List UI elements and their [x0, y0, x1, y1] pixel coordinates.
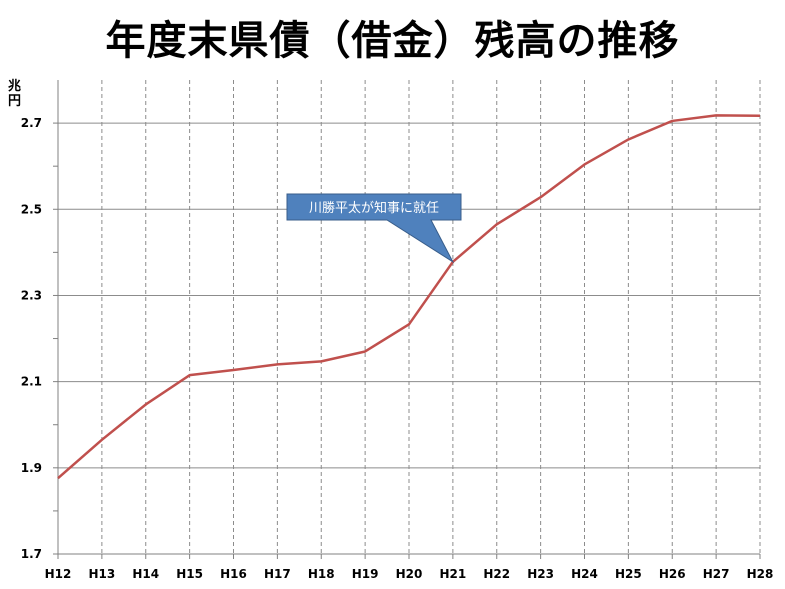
y-axis-unit-label: 兆円 — [8, 79, 22, 109]
x-tick-label: H21 — [440, 567, 467, 581]
series-line — [57, 114, 761, 480]
x-tick-label: H18 — [308, 567, 335, 581]
y-tick-label: 1.9 — [21, 461, 42, 475]
callout-label: 川勝平太が知事に就任 — [309, 200, 439, 216]
x-tick-label: H28 — [747, 567, 774, 581]
x-tick-labels: H12 H13 H14 H15 H16 H17 H18 H19 H20 H21 H22 H23 H24 H… — [45, 567, 774, 581]
chart-title: 年度末県債（借金）残高の推移 — [105, 18, 680, 64]
x-tick-label: H17 — [264, 567, 291, 581]
y-tick-labels: 1.7 1.9 2.1 2.3 2.5 2.7 — [21, 116, 42, 561]
x-tick-label: H27 — [703, 567, 730, 581]
series-lines — [57, 114, 761, 480]
axes — [53, 80, 761, 559]
x-tick-label: H23 — [527, 567, 554, 581]
x-tick-label: H20 — [396, 567, 423, 581]
x-tick-label: H19 — [352, 567, 379, 581]
y-tick-label: 1.7 — [21, 547, 42, 561]
y-tick-label: 2.3 — [21, 288, 42, 302]
x-tick-label: H14 — [132, 567, 159, 581]
x-tick-label: H15 — [176, 567, 203, 581]
x-tick-label: H26 — [659, 567, 686, 581]
y-tick-label: 2.5 — [21, 202, 42, 216]
x-tick-label: H16 — [220, 567, 247, 581]
callout-box — [286, 193, 462, 264]
y-tick-label: 2.7 — [21, 116, 42, 130]
vertical-gridlines — [101, 80, 761, 554]
x-tick-label: H24 — [571, 567, 598, 581]
x-tick-label: H25 — [615, 567, 642, 581]
callouts: 川勝平太が知事に就任 — [286, 193, 462, 264]
x-tick-label: H12 — [45, 567, 72, 581]
y-tick-label: 2.1 — [21, 375, 42, 389]
x-tick-label: H13 — [89, 567, 116, 581]
x-tick-label: H22 — [483, 567, 510, 581]
